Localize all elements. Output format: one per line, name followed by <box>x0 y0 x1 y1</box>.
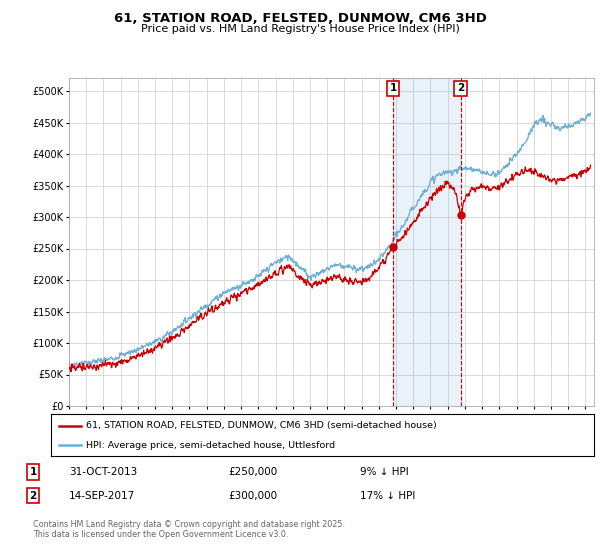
Text: 61, STATION ROAD, FELSTED, DUNMOW, CM6 3HD (semi-detached house): 61, STATION ROAD, FELSTED, DUNMOW, CM6 3… <box>86 421 437 430</box>
Text: 61, STATION ROAD, FELSTED, DUNMOW, CM6 3HD: 61, STATION ROAD, FELSTED, DUNMOW, CM6 3… <box>113 12 487 25</box>
Text: 31-OCT-2013: 31-OCT-2013 <box>69 467 137 477</box>
Text: £300,000: £300,000 <box>228 491 277 501</box>
Text: 9% ↓ HPI: 9% ↓ HPI <box>360 467 409 477</box>
Bar <box>393 78 461 406</box>
Text: 1: 1 <box>29 467 37 477</box>
Text: 1: 1 <box>389 83 397 94</box>
Text: 2: 2 <box>29 491 37 501</box>
Text: 2: 2 <box>457 83 464 94</box>
Text: 14-SEP-2017: 14-SEP-2017 <box>69 491 135 501</box>
Text: Contains HM Land Registry data © Crown copyright and database right 2025.
This d: Contains HM Land Registry data © Crown c… <box>33 520 345 539</box>
Text: £250,000: £250,000 <box>228 467 277 477</box>
Text: Price paid vs. HM Land Registry's House Price Index (HPI): Price paid vs. HM Land Registry's House … <box>140 24 460 34</box>
Text: HPI: Average price, semi-detached house, Uttlesford: HPI: Average price, semi-detached house,… <box>86 441 335 450</box>
Text: 17% ↓ HPI: 17% ↓ HPI <box>360 491 415 501</box>
